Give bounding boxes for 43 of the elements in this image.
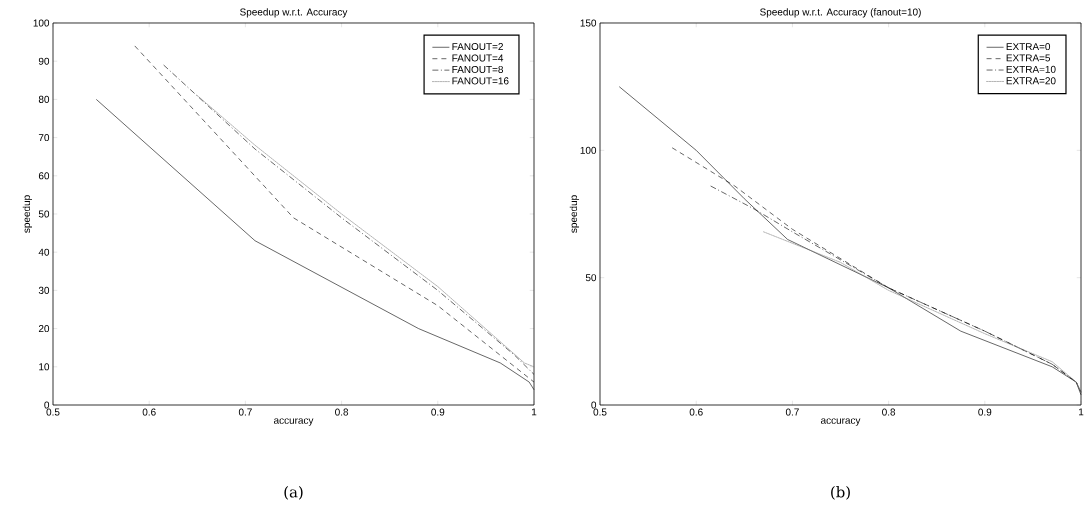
legend-label: FANOUT=2 [452, 43, 503, 51]
y-tick-label: 100 [33, 19, 50, 27]
legend-label: FANOUT=4 [452, 54, 504, 62]
y-tick-label: 20 [38, 325, 50, 333]
chart-title: Speedup w.r.t. Accuracy [240, 8, 348, 18]
legend-label: EXTRA=5 [1006, 54, 1051, 62]
y-tick-label: 50 [585, 274, 597, 282]
y-tick-label: 80 [38, 95, 50, 103]
x-axis-title: accuracy [273, 418, 314, 426]
y-axis-title: speedup [22, 195, 33, 233]
y-tick-label: 0 [44, 401, 50, 409]
x-tick-label: 0.8 [882, 408, 896, 416]
x-tick-label: 1 [1079, 408, 1084, 416]
x-tick-label: 0.6 [689, 408, 703, 416]
y-tick-label: 0 [591, 401, 597, 409]
y-tick-label: 100 [580, 146, 597, 154]
y-tick-label: 90 [38, 57, 50, 65]
y-tick-label: 30 [38, 286, 50, 294]
y-tick-label: 150 [580, 19, 597, 27]
y-axis-title: speedup [569, 195, 580, 233]
y-tick-label: 70 [38, 134, 50, 142]
y-tick-label: 50 [38, 210, 50, 218]
legend-label: EXTRA=10 [1006, 65, 1056, 73]
x-axis-title: accuracy [821, 418, 861, 426]
x-tick-label: 0.8 [335, 408, 349, 416]
text: (a) [284, 486, 303, 500]
x-tick-label: 0.5 [46, 408, 60, 416]
x-tick-label: 0.7 [238, 408, 252, 416]
x-tick-label: 0.7 [785, 408, 799, 416]
y-tick-label: 10 [39, 363, 50, 371]
x-tick-label: 1 [532, 408, 537, 416]
legend-label: FANOUT=16 [452, 77, 509, 85]
x-tick-label: 0.6 [142, 408, 156, 416]
x-tick-label: 0.9 [978, 408, 992, 416]
legend-label: EXTRA=20 [1006, 77, 1056, 85]
chart-title: Speedup w.r.t. Accuracy (fanout=10) [760, 8, 921, 18]
x-tick-label: 0.9 [431, 408, 445, 416]
text: (b) [831, 486, 850, 500]
y-tick-label: 40 [38, 248, 50, 256]
y-tick-label: 60 [38, 172, 50, 180]
legend-label: FANOUT=8 [452, 65, 504, 73]
x-tick-label: 0.5 [593, 408, 607, 416]
legend-label: EXTRA=0 [1006, 43, 1051, 51]
